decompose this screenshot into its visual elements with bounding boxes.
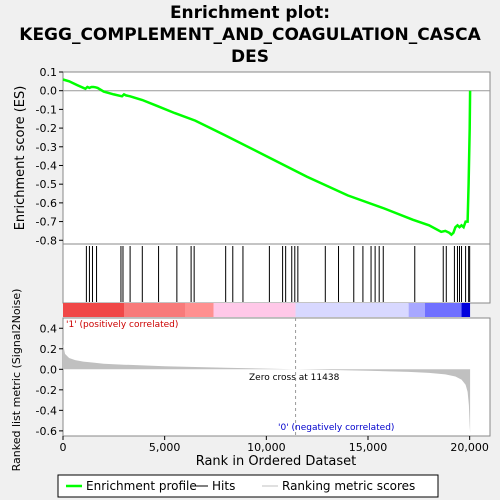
es-ytick-label: -0.8: [36, 234, 57, 247]
legend-box: [57, 474, 439, 498]
es-ytick-label: 0.0: [40, 85, 58, 98]
title-line-3: DES: [231, 47, 269, 67]
es-ytick-label: -0.5: [36, 178, 57, 191]
negative-label: '0' (negatively correlated): [278, 423, 394, 433]
color-bar-segment: [424, 303, 462, 317]
metric-ytick-label: 0.4: [40, 322, 58, 335]
title-line-1: Enrichment plot:: [170, 3, 330, 23]
positive-label: '1' (positively correlated): [66, 320, 178, 330]
color-bar-segment: [461, 303, 471, 317]
xtick-label: 5,000: [149, 441, 181, 454]
es-ytick-label: -0.3: [36, 141, 57, 154]
zero-cross-label: Zero cross at 11438: [249, 373, 340, 383]
color-bar-segment: [295, 303, 409, 317]
metric-ytick-label: -0.4: [36, 404, 57, 417]
metric-ytick-label: -0.2: [36, 384, 57, 397]
enrichment-profile-line: [62, 78, 472, 237]
metric-y-axis-label: Ranked list metric (Signal2Noise): [10, 289, 23, 472]
es-y-axis-label: Enrichment score (ES): [13, 86, 28, 231]
color-bar-segment: [408, 303, 425, 317]
legend-label: Ranking metric scores: [282, 479, 415, 493]
legend-label: Hits: [212, 479, 235, 493]
x-axis-label: Rank in Ordered Dataset: [196, 454, 357, 469]
color-bar-segment: [63, 303, 124, 317]
xtick-label: 0: [60, 441, 67, 454]
es-y-axis: 0.1 0.0 -0.1 -0.2 -0.3 -0.4 -0.5 -0.6 -0.7 -0.8: [36, 66, 63, 247]
xtick-label: 10,000: [247, 441, 286, 454]
es-panel-background: [62, 71, 491, 245]
xtick-label: 20,000: [450, 441, 489, 454]
metric-panel-background: [62, 317, 491, 437]
legend: Enrichment profile Hits Ranking metric sco…: [66, 479, 415, 493]
es-ytick-label: -0.1: [36, 103, 57, 116]
chart-title: Enrichment plot: KEGG_COMPLEMENT_AND_COA…: [19, 3, 481, 67]
es-ytick-label: -0.6: [36, 197, 57, 210]
metric-ytick-label: 0.2: [40, 343, 58, 356]
color-bar-segment: [213, 303, 296, 317]
metric-y-axis: 0.4 0.2 0.0 -0.2 -0.4 -0.6: [36, 322, 63, 438]
title-line-2: KEGG_COMPLEMENT_AND_COAGULATION_CASCA: [19, 25, 481, 45]
metric-ytick-label: -0.6: [36, 425, 57, 438]
xtick-label: 15,000: [349, 441, 388, 454]
es-ytick-label: -0.7: [36, 216, 57, 229]
hits-panel-background: [62, 243, 491, 304]
es-ytick-label: -0.2: [36, 122, 57, 135]
legend-label: Enrichment profile: [86, 479, 197, 493]
x-axis: 0 5,000 10,000 15,000 20,000: [60, 436, 489, 454]
es-ytick-label: -0.4: [36, 159, 57, 172]
color-bar-segment: [185, 303, 214, 317]
es-ytick-label: 0.1: [40, 66, 58, 79]
metric-ytick-label: 0.0: [40, 363, 58, 376]
ranking-color-bar: [63, 303, 471, 317]
color-bar-segment: [124, 303, 185, 317]
hits-marks: [85, 246, 471, 302]
